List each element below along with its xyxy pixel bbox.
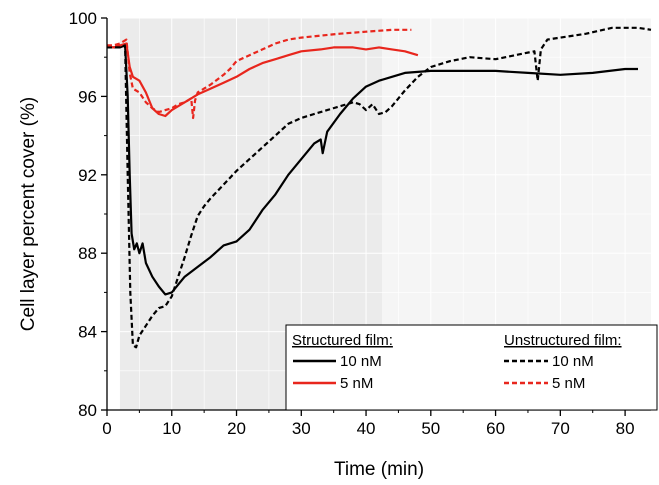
legend-label-unstructured-5nm: 5 nM xyxy=(552,375,585,392)
y-tick-label: 80 xyxy=(78,401,97,420)
y-tick-label: 96 xyxy=(78,87,97,106)
legend-label-structured-10nm: 10 nM xyxy=(340,353,382,370)
y-axis-title: Cell layer percent cover (%) xyxy=(18,97,39,331)
legend-label-unstructured-10nm: 10 nM xyxy=(552,353,594,370)
y-tick-label: 88 xyxy=(78,244,97,263)
legend-group-title-unstructured: Unstructured film: xyxy=(504,332,622,349)
series-lines xyxy=(107,26,652,349)
x-tick-label: 40 xyxy=(357,419,376,438)
legend-group-title-structured: Structured film: xyxy=(292,332,393,349)
x-tick-label: 20 xyxy=(227,419,246,438)
y-tick-label: 92 xyxy=(78,166,97,185)
legend: Structured film: Unstructured film: 10 n… xyxy=(285,324,658,411)
legend-label-structured-5nm: 5 nM xyxy=(340,375,373,392)
series-line-unstructured-5nm xyxy=(107,28,412,120)
series-line-structured-10nm xyxy=(107,44,638,296)
series-line-structured-5nm xyxy=(107,42,419,118)
x-tick-label: 0 xyxy=(102,419,111,438)
x-tick-label: 70 xyxy=(551,419,570,438)
y-tick-label: 84 xyxy=(78,323,97,342)
legend-box xyxy=(285,324,658,411)
x-tick-label: 80 xyxy=(616,419,635,438)
series-line-unstructured-10nm xyxy=(107,26,652,349)
x-axis-title: Time (min) xyxy=(334,459,424,480)
x-tick-label: 60 xyxy=(486,419,505,438)
x-tick-label: 10 xyxy=(162,419,181,438)
y-tick-label: 100 xyxy=(69,9,97,28)
x-tick-label: 30 xyxy=(292,419,311,438)
x-tick-label: 50 xyxy=(421,419,440,438)
